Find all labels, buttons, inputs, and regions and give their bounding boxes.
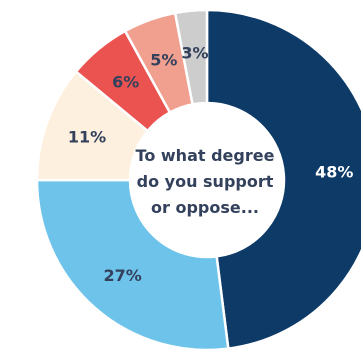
slice-label-1: 27% (104, 266, 142, 285)
slice-0 (205, 8, 361, 350)
slice-label-3: 6% (112, 72, 139, 91)
slice-label-0: 48% (315, 162, 353, 181)
slice-label-5: 3% (181, 44, 208, 63)
center-question-line-1: To what degree (136, 146, 275, 165)
center-question-line-3: or oppose... (151, 198, 259, 217)
center-question-line-2: do you support (137, 172, 274, 191)
slice-1 (35, 178, 230, 352)
slice-label-4: 5% (150, 51, 177, 70)
slice-5 (173, 8, 209, 106)
slice-labels-layer: 48% 27% 11% 6% 5% 3% (68, 44, 354, 286)
slice-label-2: 11% (68, 127, 106, 146)
center-question: To what degree do you support or oppose.… (136, 146, 275, 217)
slices-layer (35, 8, 361, 352)
